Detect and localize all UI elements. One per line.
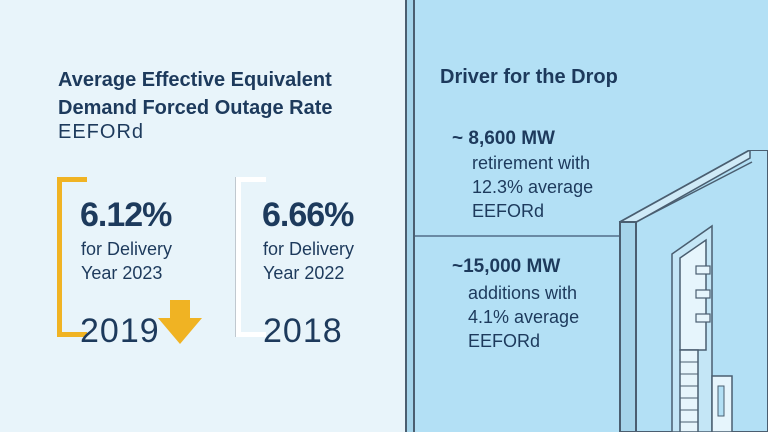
building-illustration <box>618 150 768 432</box>
left-panel <box>0 0 405 432</box>
driver-title: Driver for the Drop <box>440 66 618 88</box>
percent-2018: 6.66% <box>262 196 354 234</box>
delivery-desc-2018: for Delivery Year 2022 <box>263 237 354 285</box>
additions-head: ~15,000 MW <box>452 256 561 277</box>
text-line-3: EEFORd <box>468 331 541 351</box>
desc-line-1: for Delivery <box>263 239 355 259</box>
gold-bracket <box>57 177 87 337</box>
year-2019: 2019 <box>80 312 160 350</box>
retirement-head: ~ 8,600 MW <box>452 128 555 149</box>
text-line-1: retirement with <box>472 153 591 173</box>
section-divider <box>415 235 620 237</box>
text-line-2: 4.1% average <box>468 307 580 327</box>
year-2018: 2018 <box>263 312 343 350</box>
page-title: Average Effective Equivalent Demand Forc… <box>58 66 333 122</box>
delivery-desc-2019: for Delivery Year 2023 <box>81 237 172 285</box>
text-line-1: additions with <box>468 283 578 303</box>
desc-line-2: Year 2022 <box>263 263 345 283</box>
panel-divider <box>405 0 415 432</box>
white-bracket <box>236 177 266 337</box>
desc-line-2: Year 2023 <box>81 263 163 283</box>
desc-line-1: for Delivery <box>81 239 173 259</box>
retirement-text: retirement with 12.3% average EEFORd <box>472 151 593 223</box>
subtitle: EEFORd <box>58 121 145 143</box>
text-line-3: EEFORd <box>472 201 545 221</box>
additions-text: additions with 4.1% average EEFORd <box>468 281 579 353</box>
title-line-1: Average Effective Equivalent <box>58 69 332 91</box>
text-line-2: 12.3% average <box>472 177 594 197</box>
title-line-2: Demand Forced Outage Rate <box>58 97 333 119</box>
percent-2019: 6.12% <box>80 196 172 234</box>
down-arrow-icon <box>158 300 202 344</box>
